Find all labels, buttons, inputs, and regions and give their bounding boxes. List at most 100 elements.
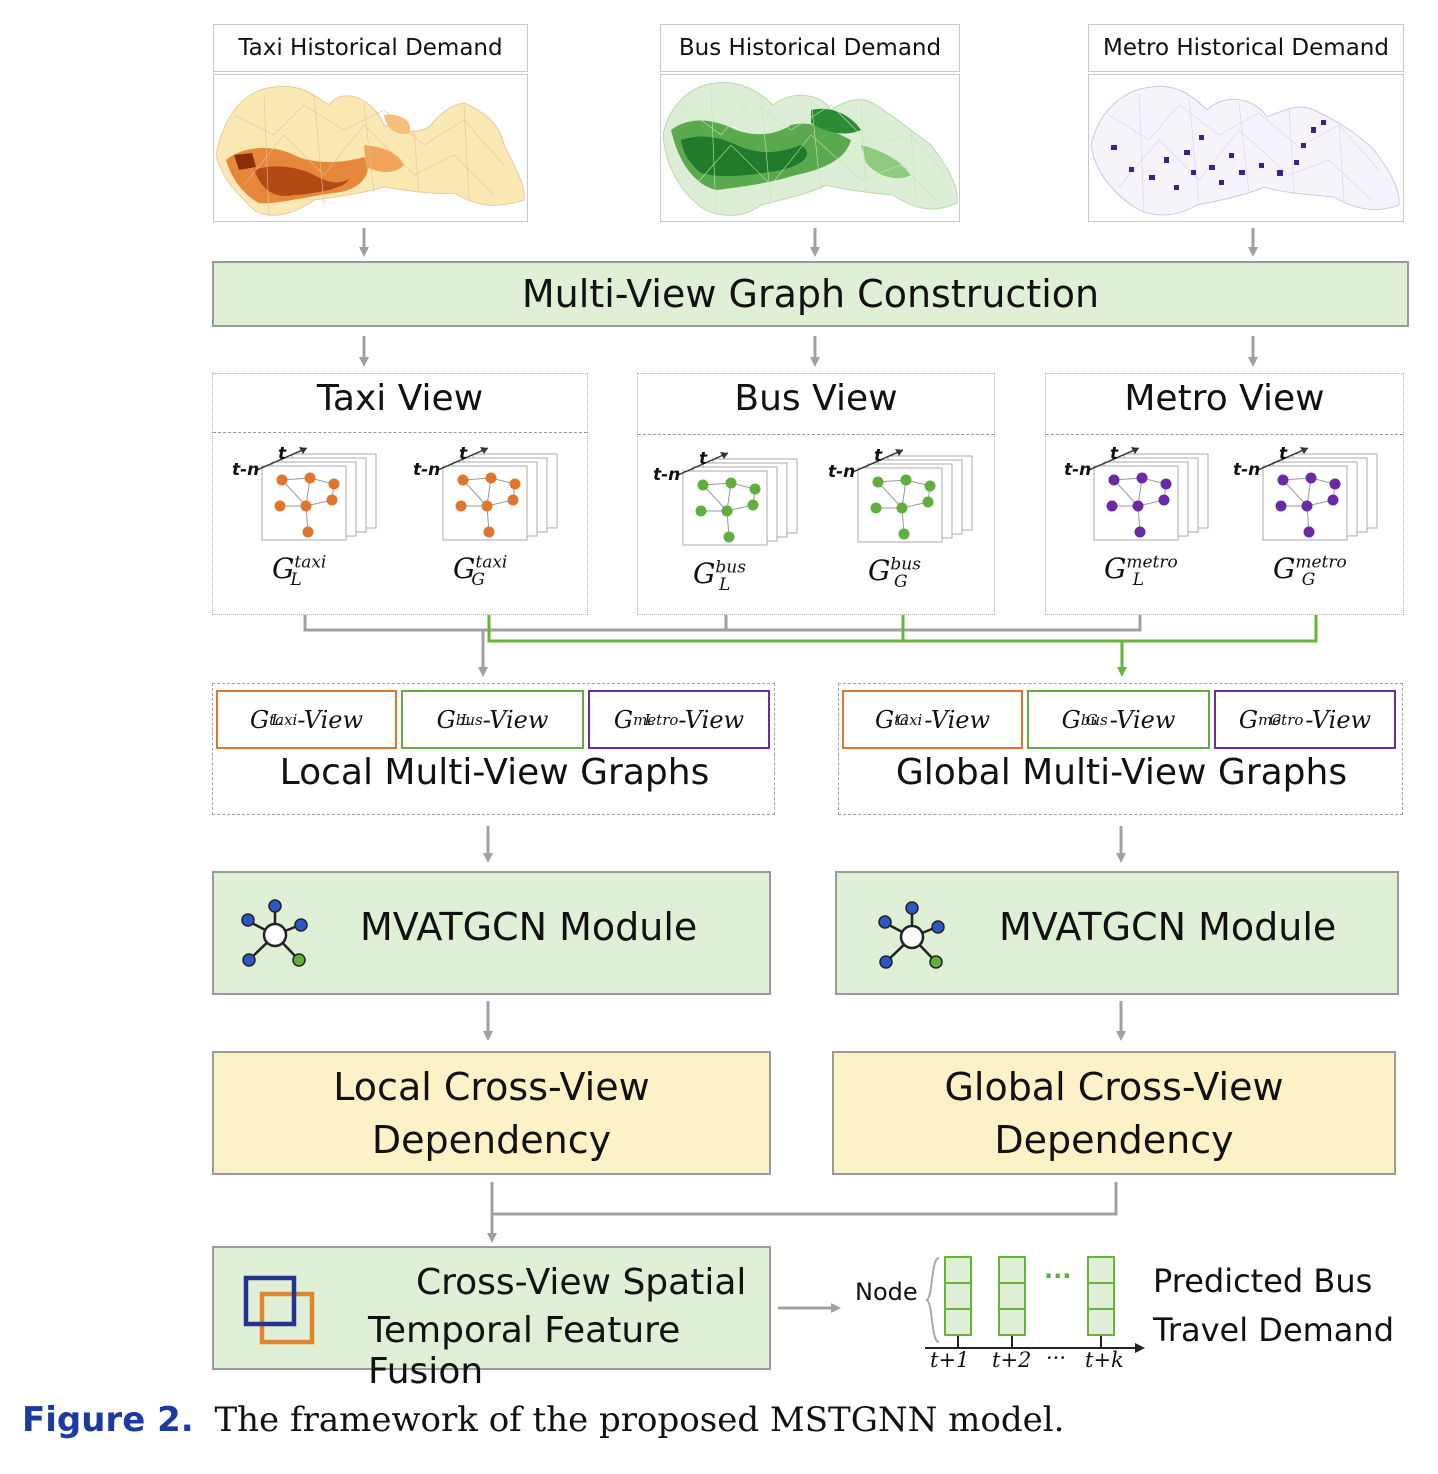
taxi-local-graph-stack — [256, 447, 377, 541]
graph-node — [300, 500, 312, 512]
graph-node — [721, 505, 733, 517]
fusion-line1: Cross-View Spatial — [416, 1262, 747, 1303]
graph-node — [457, 474, 469, 486]
graph-node — [1160, 478, 1172, 490]
tick-t1: t+1 — [930, 1348, 970, 1372]
metro-local-graph-label: GmetroL — [1104, 552, 1178, 590]
graph-node — [1301, 500, 1313, 512]
graph-node — [898, 528, 910, 540]
network-icon — [878, 901, 945, 969]
time-label-t: t — [699, 449, 708, 469]
graph-node — [1303, 526, 1315, 538]
local-multiview-title: Local Multi-View Graphs — [279, 752, 710, 793]
graph-node — [326, 494, 338, 506]
bus-global-graph-stack — [852, 449, 973, 543]
global-cross-line2: Dependency — [994, 1118, 1234, 1162]
time-label-t: t — [459, 444, 468, 464]
graph-node — [485, 472, 497, 484]
local-cross-view-dependency: Local Cross-View Dependency — [212, 1051, 771, 1175]
graph-node — [1106, 500, 1118, 512]
bus-local-graph-label: GbusL — [693, 557, 746, 595]
graph-node — [304, 472, 316, 484]
graph-node — [328, 478, 340, 490]
time-label-t-n: t-n — [413, 460, 441, 480]
graph-node — [924, 480, 936, 492]
figure-label: Figure 2. — [22, 1400, 194, 1440]
graph-node — [509, 478, 521, 490]
global-mvatgcn-module: MVATGCN Module — [835, 871, 1399, 995]
time-label-t: t — [1279, 444, 1288, 464]
time-label-t-n: t-n — [1233, 460, 1261, 480]
bus-view-title: Bus View — [638, 374, 994, 435]
figure-caption-text: The framework of the proposed MSTGNN mod… — [214, 1400, 1065, 1440]
graph-node — [1275, 500, 1287, 512]
graph-node — [1108, 474, 1120, 486]
bus-global-graph-label: GbusG — [868, 554, 921, 592]
local-cross-line1: Local Cross-View — [333, 1065, 650, 1109]
predicted-label-line1: Predicted Bus — [1153, 1262, 1373, 1300]
graph-node — [276, 474, 288, 486]
time-label-t: t — [278, 444, 287, 464]
taxi-local-graph-label: GtaxiL — [272, 552, 327, 590]
global-module-label: MVATGCN Module — [999, 905, 1337, 949]
metro-map-title: Metro Historical Demand — [1088, 24, 1404, 72]
graph-node — [697, 479, 709, 491]
graph-node — [455, 500, 467, 512]
local-module-label: MVATGCN Module — [360, 905, 698, 949]
taxi-map-title: Taxi Historical Demand — [213, 24, 528, 72]
metro-global-graph-label: GmetroG — [1273, 552, 1347, 590]
graph-node — [900, 474, 912, 486]
graph-node — [922, 496, 934, 508]
prediction-vector — [998, 1256, 1026, 1348]
graph-node — [1134, 526, 1146, 538]
prediction-vector — [1087, 1256, 1115, 1348]
merge-bracket — [490, 1182, 1118, 1216]
predicted-label-line2: Travel Demand — [1153, 1311, 1394, 1349]
graph-node — [1305, 472, 1317, 484]
network-icon — [241, 899, 308, 967]
metro-global-graph-stack — [1257, 447, 1378, 541]
output-dots: ··· — [1044, 1262, 1072, 1290]
graph-node — [747, 499, 759, 511]
graph-node — [870, 502, 882, 514]
node-brace — [925, 1257, 940, 1343]
time-label-t-n: t-n — [232, 460, 260, 480]
graph-node — [1158, 494, 1170, 506]
metro-demand-map — [1088, 74, 1404, 222]
time-label-t-n: t-n — [1064, 460, 1092, 480]
time-label-t-n: t-n — [828, 462, 856, 482]
graph-node — [1329, 478, 1341, 490]
time-label-t: t — [874, 446, 883, 466]
bus-map-title: Bus Historical Demand — [660, 24, 960, 72]
tick-t2: t+2 — [992, 1348, 1032, 1372]
graph-node — [1136, 472, 1148, 484]
tick-tk: t+k — [1085, 1348, 1124, 1372]
metro-local-graph-stack — [1088, 447, 1209, 541]
graph-node — [274, 500, 286, 512]
time-label-t-n: t-n — [653, 465, 681, 485]
feature-fusion-box: Cross-View Spatial Temporal Feature Fusi… — [212, 1246, 771, 1392]
graph-node — [749, 483, 761, 495]
graph-node — [896, 502, 908, 514]
time-label-t: t — [1110, 444, 1119, 464]
local-mvatgcn-module: MVATGCN Module — [212, 871, 771, 995]
fusion-icon — [243, 1275, 315, 1345]
bus-demand-map — [660, 74, 960, 222]
taxi-demand-map — [213, 74, 528, 222]
figure-caption: Figure 2. The framework of the proposed … — [22, 1400, 1064, 1440]
local-bracket — [303, 615, 1142, 632]
graph-node — [725, 477, 737, 489]
global-cross-view-dependency: Global Cross-View Dependency — [832, 1051, 1396, 1175]
graph-construction-label: Multi-View Graph Construction — [521, 272, 1100, 316]
tick-dots: ··· — [1046, 1346, 1067, 1370]
graph-node — [481, 500, 493, 512]
bus-local-graph-stack — [677, 452, 798, 546]
taxi-view-title: Taxi View — [213, 374, 587, 433]
global-multiview-title: Global Multi-View Graphs — [895, 752, 1348, 793]
